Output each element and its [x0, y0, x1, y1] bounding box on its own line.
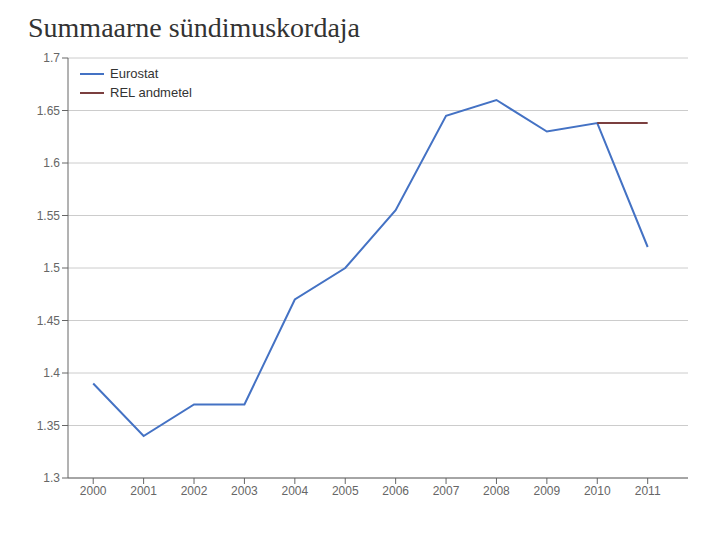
- svg-text:1.3: 1.3: [43, 471, 60, 485]
- svg-text:2008: 2008: [483, 484, 510, 498]
- svg-text:2006: 2006: [382, 484, 409, 498]
- svg-text:2005: 2005: [332, 484, 359, 498]
- svg-text:1.7: 1.7: [43, 51, 60, 65]
- html-text:Eurostat: Eurostat: [110, 66, 159, 81]
- svg-text:2001: 2001: [130, 484, 157, 498]
- svg-text:1.4: 1.4: [43, 366, 60, 380]
- html-text:REL andmetel: REL andmetel: [110, 85, 192, 100]
- svg-text:2004: 2004: [281, 484, 308, 498]
- svg-text:1.5: 1.5: [43, 261, 60, 275]
- svg-text:2010: 2010: [584, 484, 611, 498]
- svg-text:1.65: 1.65: [37, 104, 61, 118]
- svg-text:1.55: 1.55: [37, 209, 61, 223]
- svg-text:2000: 2000: [80, 484, 107, 498]
- svg-text:1.6: 1.6: [43, 156, 60, 170]
- svg-text:2007: 2007: [433, 484, 460, 498]
- svg-text:1.45: 1.45: [37, 314, 61, 328]
- svg-text:2003: 2003: [231, 484, 258, 498]
- svg-text:2009: 2009: [534, 484, 561, 498]
- html-text:Summaarne sündimuskordaja: Summaarne sündimuskordaja: [28, 12, 361, 43]
- svg-text:2002: 2002: [181, 484, 208, 498]
- svg-text:2011: 2011: [635, 484, 661, 498]
- svg-text:1.35: 1.35: [37, 419, 61, 433]
